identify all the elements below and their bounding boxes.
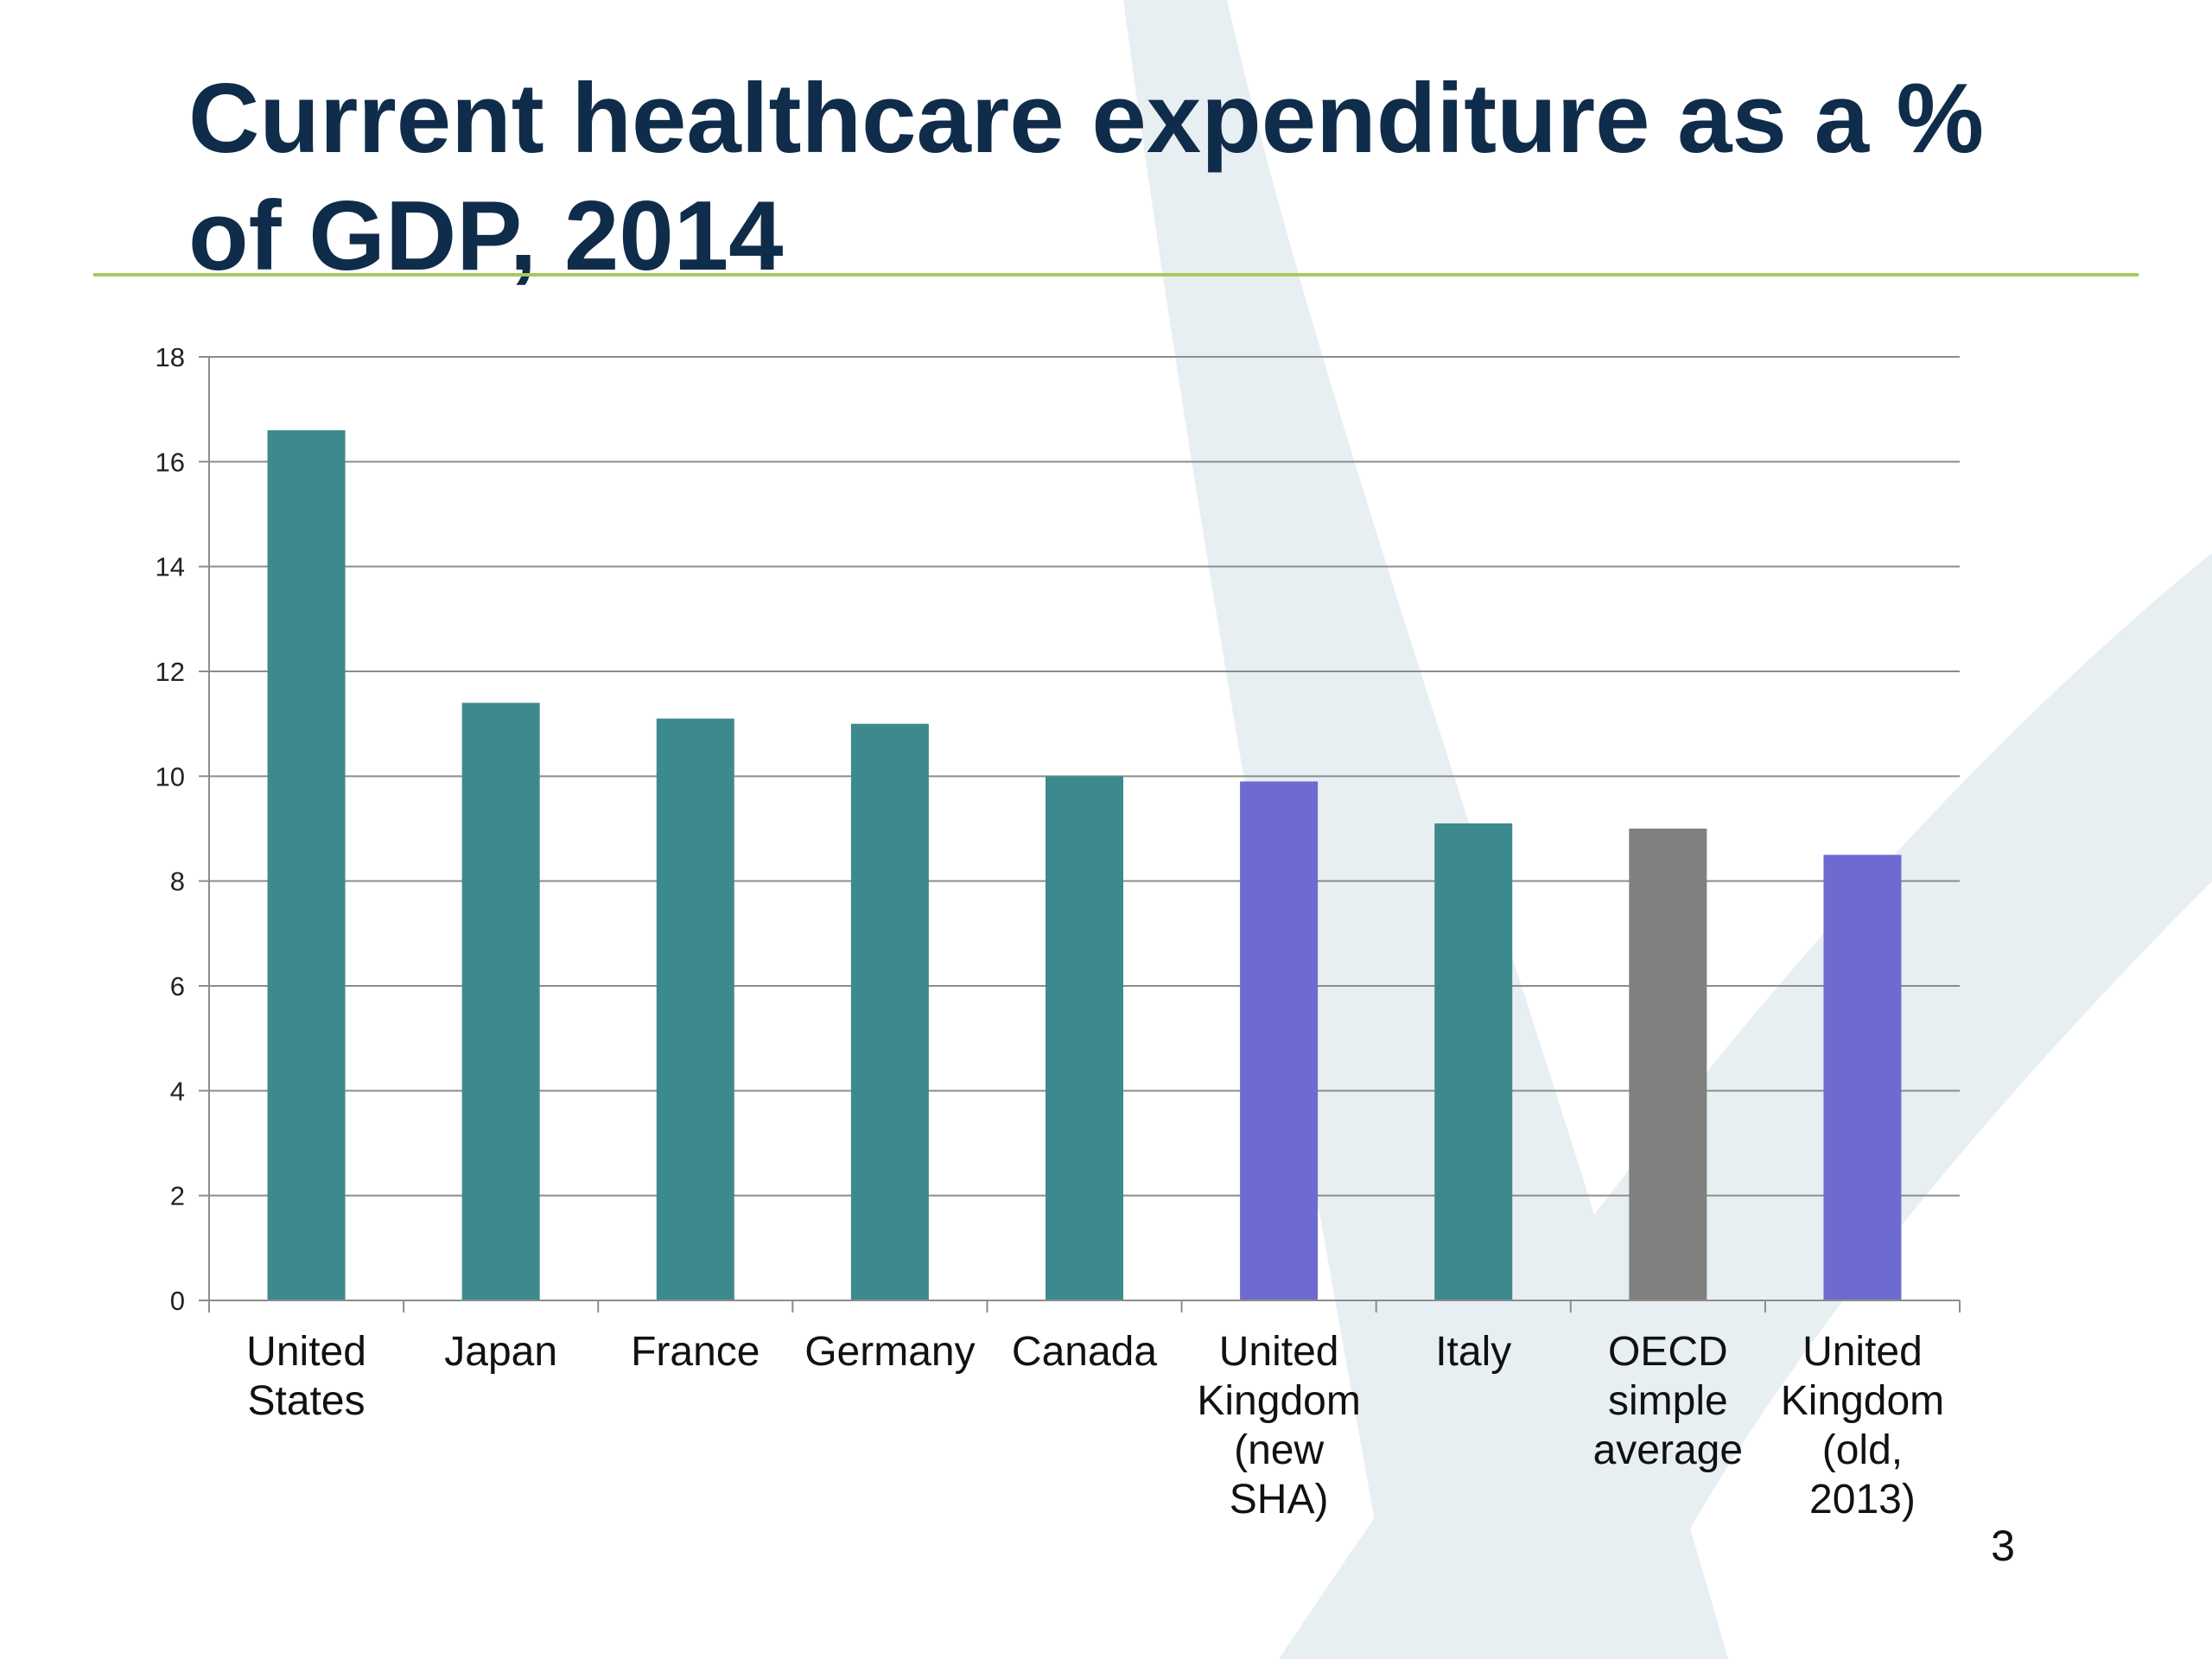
y-tick-label-0: 0: [170, 1286, 185, 1316]
slide-title: Current healthcare expenditure as a % of…: [188, 60, 2089, 296]
category-label-7-line-2: average: [1593, 1427, 1743, 1473]
axes: [199, 356, 1961, 1313]
category-label-5-line-3: SHA): [1230, 1477, 1329, 1522]
category-label-8-line-0: United: [1802, 1329, 1923, 1375]
category-label-4: Canada: [1012, 1329, 1157, 1375]
bar-4: [1046, 776, 1123, 1300]
y-tick-label-16: 16: [156, 447, 185, 477]
page-number: 3: [1991, 1522, 2015, 1570]
y-tick-label-4: 4: [170, 1076, 185, 1106]
category-label-3-line-0: Germany: [804, 1329, 975, 1375]
category-label-2-line-0: France: [631, 1329, 760, 1375]
category-label-5: United Kingdom (new SHA): [1197, 1329, 1360, 1522]
title-underline: [93, 273, 2139, 276]
slide-title-line-1: Current healthcare expenditure as a %: [188, 64, 1985, 174]
category-label-1-line-0: Japan: [444, 1329, 557, 1375]
category-label-5-line-0: United: [1219, 1329, 1339, 1375]
y-tick-label-2: 2: [170, 1181, 185, 1211]
category-label-8-line-1: Kingdom: [1781, 1378, 1944, 1424]
y-tick-label-18: 18: [156, 342, 185, 372]
bar-6: [1434, 823, 1513, 1300]
category-label-8-line-2: (old,: [1822, 1427, 1903, 1473]
category-label-4-line-0: Canada: [1012, 1329, 1157, 1375]
y-tick-label-10: 10: [156, 761, 185, 791]
bar-8: [1823, 855, 1902, 1300]
bar-5: [1240, 781, 1319, 1300]
category-label-0-line-1: States: [248, 1378, 365, 1424]
category-label-5-line-2: (new: [1234, 1427, 1324, 1473]
y-tick-label-14: 14: [156, 552, 185, 582]
bar-7: [1629, 829, 1707, 1300]
bar-0: [267, 429, 346, 1300]
category-label-8: United Kingdom (old, 2013): [1781, 1329, 1944, 1522]
category-label-0-line-0: United: [246, 1329, 366, 1375]
y-tick-label-6: 6: [170, 971, 185, 1001]
bar-3: [850, 723, 929, 1300]
slide-title-line-2: of GDP, 2014: [188, 181, 784, 291]
y-tick-label-8: 8: [170, 867, 185, 897]
category-label-6-line-0: Italy: [1435, 1329, 1511, 1375]
bars: [267, 429, 1902, 1300]
bar-2: [656, 718, 734, 1300]
y-tick-label-12: 12: [156, 657, 185, 687]
category-label-6: Italy: [1435, 1329, 1511, 1375]
bar-1: [461, 702, 540, 1300]
category-label-7: OECD simple average: [1593, 1329, 1743, 1473]
category-label-5-line-1: Kingdom: [1197, 1378, 1360, 1424]
category-label-7-line-1: simple: [1608, 1378, 1728, 1424]
category-label-3: Germany: [804, 1329, 975, 1375]
category-label-8-line-3: 2013): [1809, 1477, 1916, 1522]
category-label-7-line-0: OECD: [1608, 1329, 1728, 1375]
category-label-1: Japan: [444, 1329, 557, 1375]
category-label-0: United States: [246, 1329, 366, 1424]
background-swoosh-right: [1279, 553, 2212, 1659]
category-label-2: France: [631, 1329, 760, 1375]
